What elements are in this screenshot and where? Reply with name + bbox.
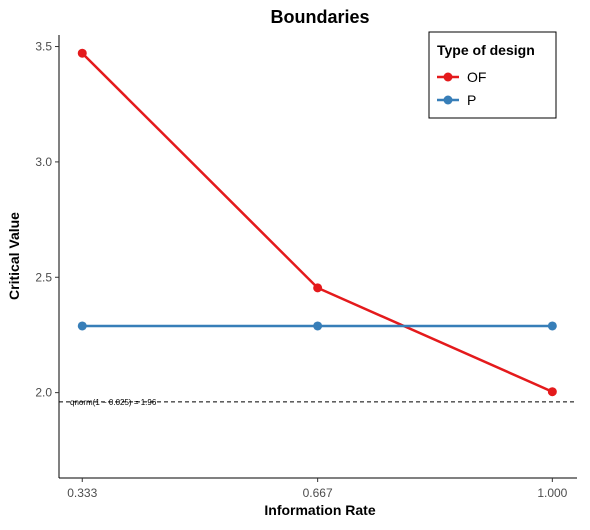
legend-key-point-p: [443, 95, 453, 105]
y-ticks: 2.0 2.5 3.0 3.5: [35, 40, 59, 400]
x-axis-title: Information Rate: [264, 502, 375, 518]
x-tick-label: 1.000: [537, 486, 567, 500]
legend-key-point-of: [443, 72, 453, 82]
data-point-of: [547, 387, 557, 397]
y-tick-label: 3.5: [35, 40, 52, 54]
data-point-p: [547, 321, 557, 331]
data-point-p: [77, 321, 87, 331]
y-tick-label: 3.0: [35, 155, 52, 169]
legend-label-of: OF: [467, 69, 486, 85]
series-group: [77, 48, 557, 397]
x-tick-label: 0.333: [67, 486, 97, 500]
y-tick-label: 2.5: [35, 270, 52, 284]
x-ticks: 0.333 0.667 1.000: [67, 478, 568, 500]
reference-line-label: qnorm(1 − 0.025) = 1.96: [70, 398, 157, 407]
data-point-of: [77, 48, 87, 58]
x-tick-label: 0.667: [303, 486, 333, 500]
legend-items: OF P: [437, 69, 486, 108]
y-axis-title: Critical Value: [6, 212, 22, 300]
chart-title: Boundaries: [270, 7, 369, 27]
legend-label-p: P: [467, 92, 476, 108]
legend: Type of design OF P: [428, 31, 557, 119]
data-point-p: [313, 321, 323, 331]
legend-title: Type of design: [437, 42, 535, 58]
data-point-of: [313, 283, 323, 293]
y-tick-label: 2.0: [35, 386, 52, 400]
reference-line-group: qnorm(1 − 0.025) = 1.96: [59, 398, 577, 407]
